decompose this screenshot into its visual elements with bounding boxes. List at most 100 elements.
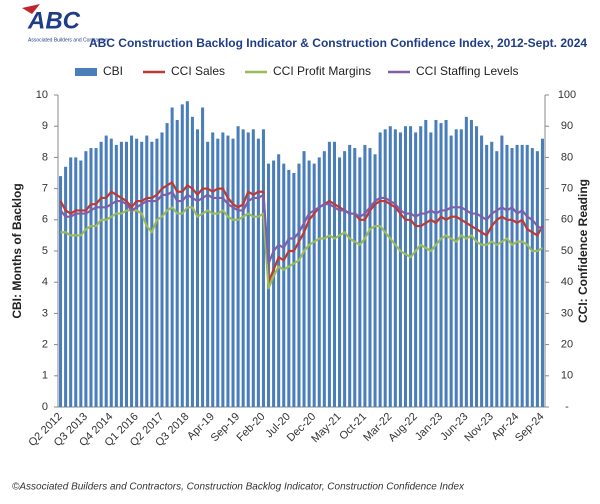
bar <box>201 107 205 407</box>
logo-text: ABC <box>27 7 81 34</box>
bar <box>282 163 286 407</box>
bar <box>190 116 194 407</box>
bar <box>277 154 281 407</box>
bar <box>287 169 291 407</box>
bar <box>312 163 316 407</box>
bar <box>434 119 438 408</box>
bar <box>170 107 174 407</box>
y-tick-label: 7 <box>42 183 48 195</box>
bar <box>414 132 418 407</box>
bar <box>155 138 159 407</box>
logo-swoosh <box>22 4 40 14</box>
bar <box>515 144 519 408</box>
bar <box>180 104 184 408</box>
bar <box>297 163 301 407</box>
y2-tick-label: 50 <box>561 245 573 257</box>
y-tick-label: 1 <box>42 370 48 382</box>
bar <box>256 138 260 407</box>
line <box>60 206 544 290</box>
bar <box>368 148 372 408</box>
y2-tick-label: 80 <box>561 151 573 163</box>
bar <box>322 151 326 407</box>
logo-subtext: Associated Builders and Contractors <box>28 37 109 43</box>
bar <box>398 132 402 407</box>
bar <box>246 132 250 407</box>
bar <box>272 160 276 407</box>
bar <box>439 123 443 407</box>
y2-tick-label: 60 <box>561 214 573 226</box>
bar <box>520 144 524 408</box>
y2-tick-label: 10 <box>561 370 573 382</box>
bar <box>530 148 534 408</box>
bar <box>419 126 423 407</box>
line <box>59 181 544 284</box>
bar <box>403 126 408 407</box>
bar <box>459 129 463 407</box>
bar <box>221 132 225 407</box>
y2-tick-label: - <box>565 401 569 413</box>
x-tick-label: Nov-23 <box>462 411 496 445</box>
bar <box>241 129 245 407</box>
footer: ©Associated Builders and Contractors, Co… <box>12 482 465 493</box>
x-tick-label: Feb-20 <box>234 411 267 444</box>
bar <box>165 123 169 407</box>
bar <box>74 157 78 407</box>
bar <box>388 126 392 407</box>
y2-tick-label: 20 <box>561 339 573 351</box>
bar <box>211 132 215 407</box>
bar <box>500 135 504 407</box>
bar <box>464 116 468 407</box>
bar <box>251 129 255 407</box>
y-tick-label: 0 <box>42 401 48 413</box>
bar <box>485 144 489 408</box>
legend-label: CCI Sales <box>171 64 225 78</box>
y2-tick-label: 90 <box>561 120 573 132</box>
bar <box>332 141 336 408</box>
bar <box>348 144 352 408</box>
logo: ABC Associated Builders and Contractors <box>22 4 109 43</box>
bar <box>292 173 296 407</box>
bar <box>119 141 123 408</box>
y-tick-label: 9 <box>42 120 48 132</box>
bar <box>216 138 220 407</box>
bar <box>510 148 514 408</box>
bar <box>114 144 118 408</box>
bar <box>226 135 230 407</box>
legend-label: CBI <box>103 64 123 78</box>
y2-tick-label: 100 <box>558 89 576 101</box>
bar <box>84 151 88 407</box>
bar <box>454 129 458 407</box>
bar <box>94 148 98 408</box>
bar <box>495 151 499 407</box>
bar <box>505 144 509 408</box>
bar <box>145 135 149 407</box>
bar <box>383 129 387 407</box>
x-tick-label: Aug-22 <box>386 411 420 445</box>
y2-axis-title: CCI: Confidence Reading <box>576 179 590 323</box>
bar <box>363 144 367 408</box>
bar <box>444 119 448 408</box>
bar <box>124 141 129 408</box>
y2-tick-label: 40 <box>561 276 573 288</box>
bar <box>480 135 484 407</box>
legend-swatch <box>75 68 97 76</box>
bar <box>89 148 93 408</box>
x-tick-label: Sep-24 <box>513 411 547 445</box>
bar <box>358 157 362 407</box>
bar <box>378 132 382 407</box>
bar <box>490 141 494 408</box>
bar <box>130 135 134 407</box>
bar <box>307 160 311 407</box>
bar <box>79 160 83 407</box>
bar <box>175 119 179 408</box>
y-tick-label: 5 <box>42 245 48 257</box>
bar <box>236 126 240 407</box>
bar <box>302 151 306 407</box>
y-tick-label: 6 <box>42 214 48 226</box>
y2-tick-label: 30 <box>561 307 573 319</box>
bar <box>185 101 189 408</box>
chart-title: ABC Construction Backlog Indicator & Con… <box>89 36 587 50</box>
bar <box>469 119 473 408</box>
bar <box>59 176 63 407</box>
